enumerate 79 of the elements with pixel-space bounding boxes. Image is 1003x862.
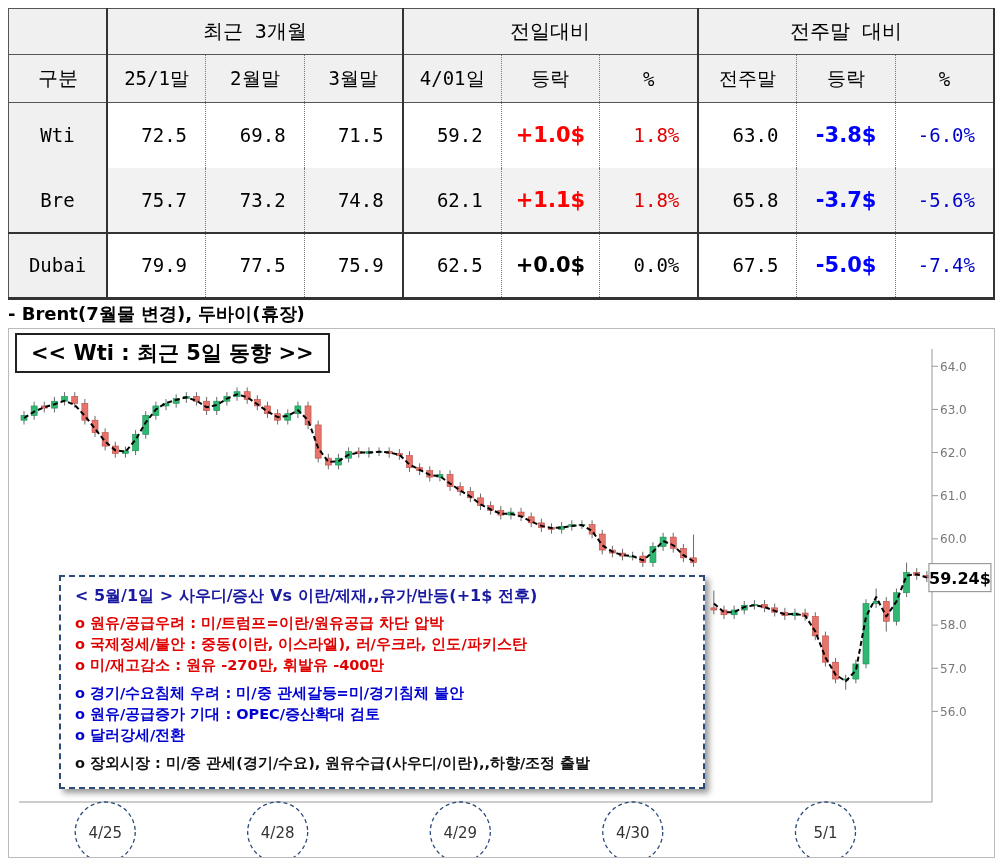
text: -6.0% bbox=[917, 124, 975, 147]
annotation: o 장외시장 : 미/중 관세(경기/수요), 원유수급(사우디/이란),,하향/조정 출발 bbox=[75, 754, 592, 773]
text: 1.8% bbox=[633, 188, 680, 211]
x-tick-label: 4/28 bbox=[260, 824, 295, 842]
y-tick-label: 62.0 bbox=[940, 445, 967, 460]
candlestick bbox=[811, 611, 819, 641]
text: 1.8% bbox=[633, 124, 680, 147]
text: 0.0% bbox=[633, 254, 680, 276]
chart-subtitle: - Brent(7월물 변경), 두바이(휴장) bbox=[8, 298, 995, 328]
text: 구분 bbox=[8, 54, 107, 103]
text: +0.0$ bbox=[515, 253, 586, 277]
text: 62.5 bbox=[436, 254, 483, 276]
text: 59.2 bbox=[436, 124, 483, 147]
category-label: % bbox=[599, 54, 699, 103]
category-label: 전주말 bbox=[698, 54, 797, 103]
candlestick bbox=[710, 590, 718, 615]
text: -5.0$ bbox=[815, 253, 877, 277]
category-label: % bbox=[895, 54, 994, 103]
category-label: 2월말 bbox=[205, 54, 305, 103]
annotation: o 원유/공급증가 기대 : OPEC/증산확대 검토 bbox=[75, 705, 382, 724]
annotation: o 미/재고감소 : 원유 -270만, 휘발유 -400만 bbox=[75, 656, 386, 675]
candlestick bbox=[882, 596, 890, 633]
text: 75.9 bbox=[337, 254, 384, 276]
text: 71.5 bbox=[337, 124, 384, 147]
y-tick-label: 64.0 bbox=[940, 359, 967, 374]
category-label: Dubai bbox=[28, 254, 87, 276]
y-tick-label: 60.0 bbox=[940, 532, 967, 547]
candlestick bbox=[81, 398, 89, 425]
annotation: o 달러강세/전환 bbox=[75, 726, 187, 745]
annotation: < 5월/1일 > 사우디/증산 Vs 이란/제재,,유가/반등(+1$ 전후) bbox=[75, 585, 539, 606]
text: 74.8 bbox=[337, 188, 384, 211]
text: 62.1 bbox=[436, 188, 483, 211]
y-tick-label: 63.0 bbox=[940, 402, 967, 417]
annotation: 59.24$ bbox=[929, 568, 991, 588]
x-tick-label: 4/30 bbox=[615, 824, 650, 842]
text: 72.5 bbox=[141, 124, 188, 147]
candlestick bbox=[446, 469, 454, 492]
y-tick-label: 61.0 bbox=[940, 488, 967, 503]
category-label: 등락 bbox=[796, 54, 896, 103]
text: +1.0$ bbox=[515, 123, 586, 148]
text: 63.0 bbox=[732, 124, 779, 147]
candlestick bbox=[690, 534, 697, 568]
y-tick-label: 58.0 bbox=[940, 618, 967, 633]
category-label: 등락 bbox=[501, 54, 600, 103]
text: 79.9 bbox=[141, 254, 188, 276]
category-label: 4/01일 bbox=[402, 54, 502, 103]
y-tick-label: 56.0 bbox=[940, 704, 967, 719]
category-label: 25/1말 bbox=[107, 54, 206, 103]
candlestick bbox=[903, 562, 910, 598]
x-tick-label: 4/25 bbox=[88, 824, 123, 842]
candlestick bbox=[598, 529, 606, 555]
text: 65.8 bbox=[732, 188, 779, 211]
chart-title: << Wti : 최근 5일 동향 >> bbox=[15, 333, 330, 373]
x-tick-label: 5/1 bbox=[813, 824, 838, 842]
candlestick bbox=[649, 541, 657, 568]
annotation: o 경기/수요침체 우려 : 미/중 관세갈등=미/경기침체 불안 bbox=[75, 684, 466, 703]
text: 최근 3개월 bbox=[107, 8, 403, 55]
annotation: o 국제정세/불안 : 중동(이란, 이스라엘), 러/우크라, 인도/파키스탄 bbox=[75, 635, 528, 654]
text: -3.7$ bbox=[815, 187, 877, 212]
text: -3.8$ bbox=[815, 123, 877, 148]
text: 전일대비 bbox=[402, 8, 699, 55]
candlestick bbox=[436, 469, 444, 482]
text: 67.5 bbox=[732, 254, 779, 276]
category-label: Bre bbox=[40, 188, 75, 211]
text: +1.1$ bbox=[515, 187, 586, 212]
text: 69.8 bbox=[239, 124, 286, 147]
text: -5.6% bbox=[917, 188, 975, 211]
text: -7.4% bbox=[917, 254, 975, 276]
annotation: o 원유/공급우려 : 미/트럼프=이란/원유공급 차단 압박 bbox=[75, 614, 446, 633]
candlestick bbox=[832, 657, 839, 684]
category-label: 3월말 bbox=[304, 54, 403, 103]
y-tick-label: 57.0 bbox=[940, 661, 967, 676]
candlestick bbox=[304, 401, 312, 430]
text: 77.5 bbox=[239, 254, 286, 276]
text: 75.7 bbox=[141, 188, 188, 211]
text: 73.2 bbox=[239, 188, 286, 211]
category-label: Wti bbox=[40, 124, 75, 147]
text: 전주말 대비 bbox=[698, 8, 994, 55]
x-tick-label: 4/29 bbox=[443, 824, 478, 842]
